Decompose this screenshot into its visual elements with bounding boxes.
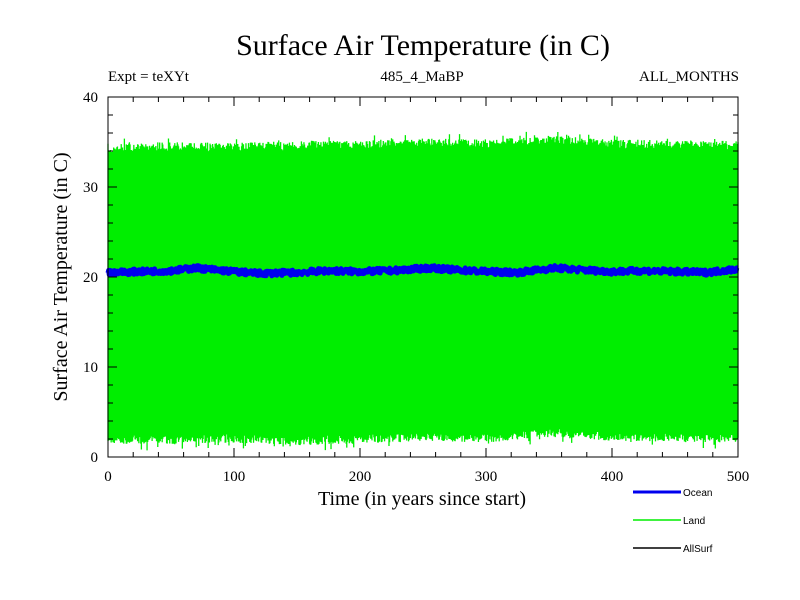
x-tick-label: 100 <box>223 469 246 485</box>
legend: Ocean Land AllSurf <box>633 488 713 555</box>
x-tick-label: 0 <box>104 469 112 485</box>
y-tick-label: 30 <box>83 180 98 196</box>
x-axis-label: Time (in years since start) <box>318 488 526 510</box>
legend-label-allsurf: AllSurf <box>683 544 713 555</box>
x-tick-label: 400 <box>601 469 624 485</box>
header-center-label: 485_4_MaBP <box>380 69 463 85</box>
axis-ticks: 0 100 200 300 400 500 0 10 20 30 40 <box>83 90 749 485</box>
legend-label-ocean: Ocean <box>683 488 712 499</box>
y-tick-label: 0 <box>91 450 99 466</box>
series-land-band <box>107 131 739 451</box>
x-tick-label: 200 <box>349 469 372 485</box>
header-right-label: ALL_MONTHS <box>639 69 739 85</box>
header-left-label: Expt = teXYt <box>108 69 190 85</box>
x-tick-label: 300 <box>475 469 498 485</box>
chart-title: Surface Air Temperature (in C) <box>236 29 610 62</box>
legend-label-land: Land <box>683 516 705 527</box>
plot-data-layer <box>105 131 740 451</box>
x-tick-label: 500 <box>727 469 750 485</box>
y-tick-label: 10 <box>83 360 98 376</box>
y-tick-label: 40 <box>83 90 98 106</box>
series-ocean-line <box>105 263 740 279</box>
y-tick-label: 20 <box>83 270 98 286</box>
y-axis-label: Surface Air Temperature (in C) <box>50 152 72 401</box>
